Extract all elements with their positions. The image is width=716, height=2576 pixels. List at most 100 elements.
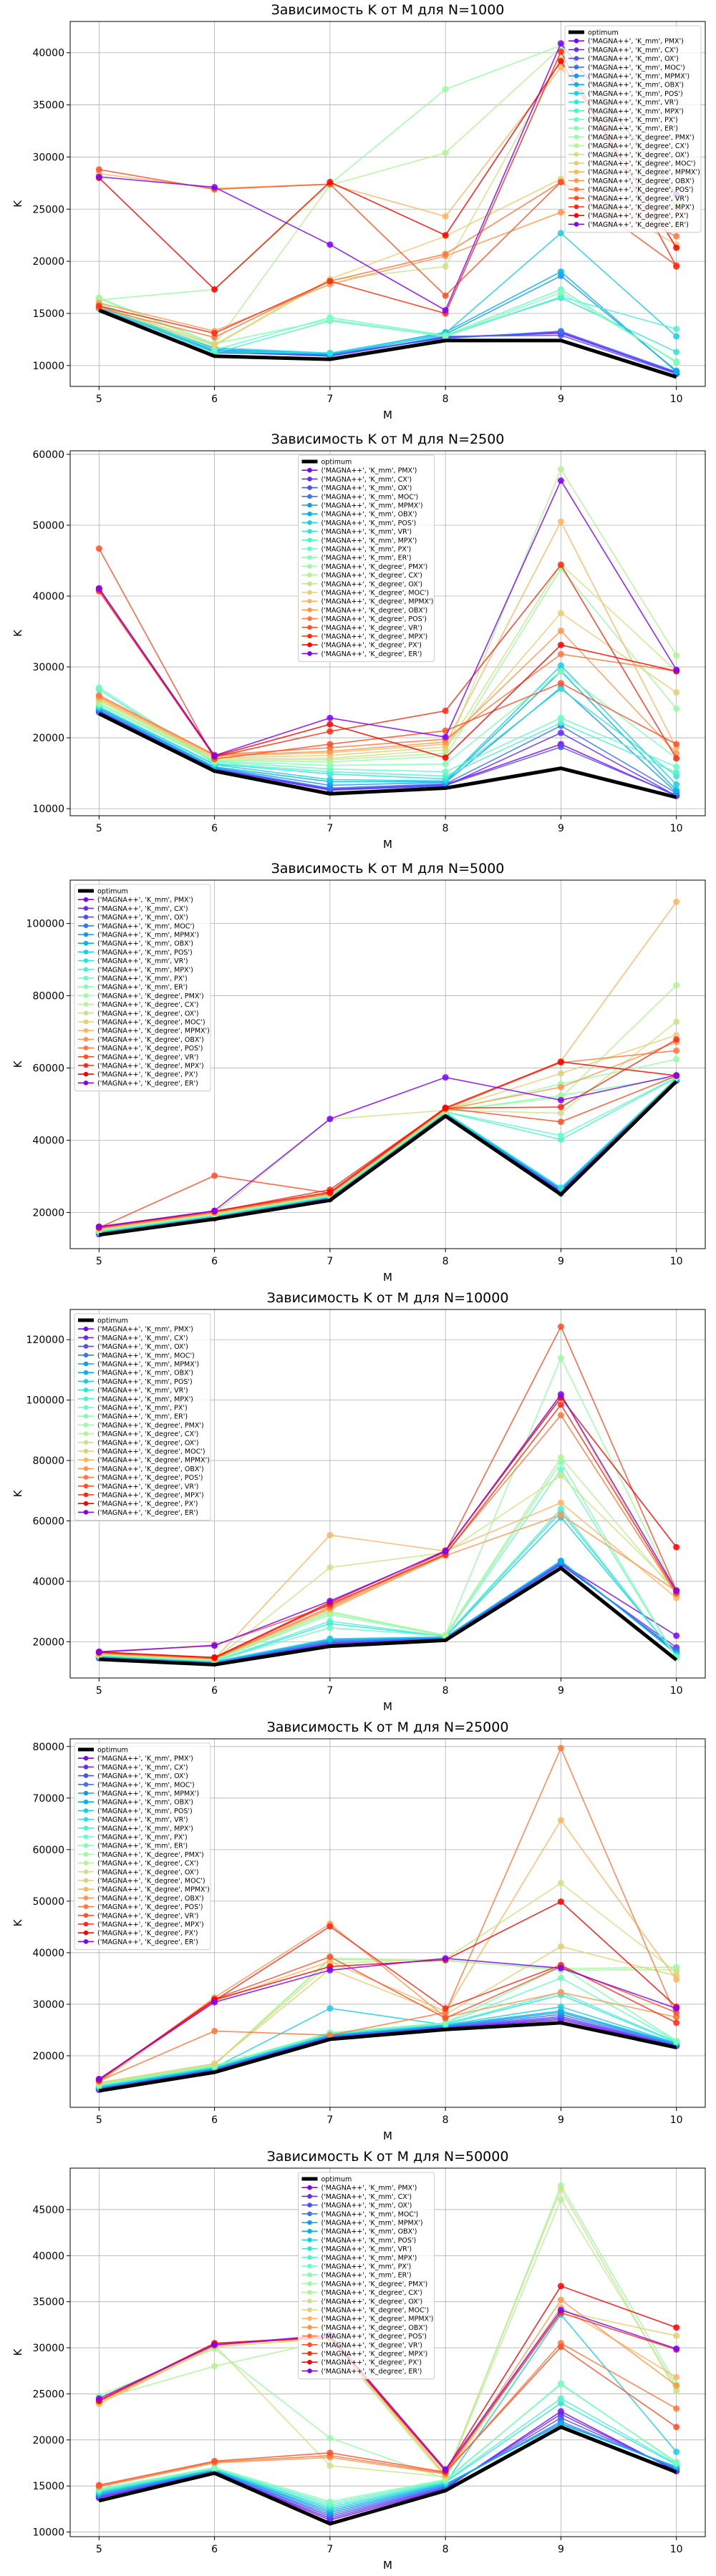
legend-marker: [307, 2351, 312, 2356]
y-axis-label: K: [11, 1918, 24, 1926]
data-point: [557, 40, 564, 47]
legend-marker: [307, 572, 312, 577]
series-line-6: [98, 670, 677, 791]
legend-box: [298, 2172, 435, 2380]
legend-marker: [83, 1466, 89, 1471]
legend-entry: ('MAGNA++', 'K_mm', MOC'): [321, 2210, 419, 2218]
legend-marker: [574, 213, 579, 218]
y-tick-label: 15000: [32, 308, 64, 320]
legend-entry: ('MAGNA++', 'K_mm', ER'): [321, 2272, 412, 2280]
data-point: [673, 2345, 680, 2352]
legend-entry: ('MAGNA++', 'K_degree', MPMX'): [321, 598, 434, 606]
data-point: [673, 1587, 680, 1594]
data-point: [326, 1923, 334, 1930]
legend-entry: ('MAGNA++', 'K_degree', OBX'): [321, 607, 428, 615]
x-tick-label: 6: [211, 2114, 218, 2126]
x-tick-label: 9: [558, 1685, 564, 1697]
legend-marker: [83, 984, 89, 990]
y-tick-label: 60000: [32, 1063, 64, 1075]
legend-marker: [83, 1825, 89, 1831]
data-point: [326, 1116, 334, 1123]
x-tick-label: 10: [670, 823, 683, 834]
legend-entry: ('MAGNA++', 'K_degree', OX'): [588, 151, 690, 159]
data-point: [557, 1898, 564, 1906]
legend-marker: [83, 1010, 89, 1016]
data-point: [442, 761, 449, 768]
data-point: [442, 1955, 449, 1962]
series-line-11: [99, 2384, 677, 2502]
data-point: [211, 752, 218, 759]
legend-marker: [83, 1448, 89, 1454]
legend-entry: ('MAGNA++', 'K_mm', OX'): [588, 55, 679, 63]
data-point: [673, 2332, 680, 2339]
legend-entry: ('MAGNA++', 'K_mm', OX'): [321, 2202, 412, 2210]
data-point: [673, 2388, 680, 2395]
legend-marker: [83, 1913, 89, 1918]
x-tick-label: 5: [96, 1685, 102, 1697]
legend-entry: ('MAGNA++', 'K_degree', POS'): [588, 186, 693, 194]
legend-marker: [307, 2307, 312, 2313]
data-point: [557, 628, 564, 635]
data-point: [557, 1466, 564, 1473]
legend-entry: ('MAGNA++', 'K_mm', OBX'): [97, 1370, 193, 1377]
data-point: [673, 705, 680, 712]
legend-entry: ('MAGNA++', 'K_degree', MPX'): [321, 633, 428, 641]
data-point: [673, 333, 680, 340]
data-point: [557, 680, 564, 687]
legend-entry: ('MAGNA++', 'K_degree', MPX'): [97, 1492, 204, 1500]
legend-entry: ('MAGNA++', 'K_degree', VR'): [588, 195, 689, 203]
data-point: [442, 2005, 449, 2012]
data-point: [95, 2482, 102, 2489]
legend-marker: [83, 1370, 89, 1375]
series-line-11: [99, 291, 677, 362]
legend-marker: [83, 1335, 89, 1340]
legend-box: [298, 454, 435, 663]
data-point: [557, 1391, 564, 1398]
legend-entry: ('MAGNA++', 'K_mm', POS'): [321, 519, 417, 527]
legend-entry: ('MAGNA++', 'K_mm', PMX'): [97, 897, 193, 904]
data-point: [211, 1642, 218, 1649]
series-line-6: [99, 2424, 677, 2512]
legend-entry: ('MAGNA++', 'K_degree', MOC'): [97, 1019, 205, 1027]
data-point: [326, 278, 334, 285]
data-point: [557, 2283, 564, 2290]
data-point: [442, 1548, 449, 1555]
y-tick-label: 100000: [26, 1395, 64, 1407]
legend-entry: ('MAGNA++', 'K_mm', MPMX'): [97, 932, 199, 940]
legend-entry: ('MAGNA++', 'K_mm', MPMX'): [97, 1790, 199, 1798]
legend-entry: ('MAGNA++', 'K_mm', ER'): [321, 555, 412, 562]
series-line-0: [98, 2425, 677, 2526]
data-point: [673, 233, 680, 240]
data-point: [557, 1110, 564, 1117]
data-point: [673, 1047, 680, 1054]
legend-marker: [83, 1379, 89, 1384]
legend-entry: ('MAGNA++', 'K_mm', MPMX'): [588, 73, 690, 81]
series-line-11: [98, 670, 677, 766]
data-point: [211, 2464, 218, 2471]
axes-frame: [69, 450, 706, 816]
legend-entry: ('MAGNA++', 'K_mm', PX'): [97, 1405, 188, 1413]
legend-marker: [574, 160, 579, 166]
data-point: [557, 209, 564, 216]
data-point: [95, 692, 102, 699]
data-point: [673, 769, 680, 776]
data-point: [211, 286, 218, 293]
series-line-8: [99, 2402, 677, 2508]
data-point: [442, 769, 449, 776]
legend-entry: optimum: [97, 1317, 128, 1325]
x-tick-label: 9: [558, 2544, 564, 2555]
legend-marker: [83, 1045, 89, 1050]
legend-marker: [307, 616, 312, 621]
legend-marker: [83, 1413, 89, 1419]
legend-marker: [307, 2211, 312, 2217]
legend-marker: [83, 1431, 89, 1436]
legend-entry: optimum: [321, 459, 352, 467]
data-point: [557, 1989, 564, 1996]
legend-marker: [83, 1492, 89, 1498]
legend-entry: ('MAGNA++', 'K_degree', MPMX'): [97, 1028, 210, 1035]
legend-entry: ('MAGNA++', 'K_degree', OX'): [97, 1868, 199, 1876]
legend-entry: ('MAGNA++', 'K_mm', CX'): [97, 905, 188, 913]
y-tick-label: 30000: [32, 2343, 64, 2354]
data-point: [211, 330, 218, 337]
data-point: [557, 48, 564, 55]
